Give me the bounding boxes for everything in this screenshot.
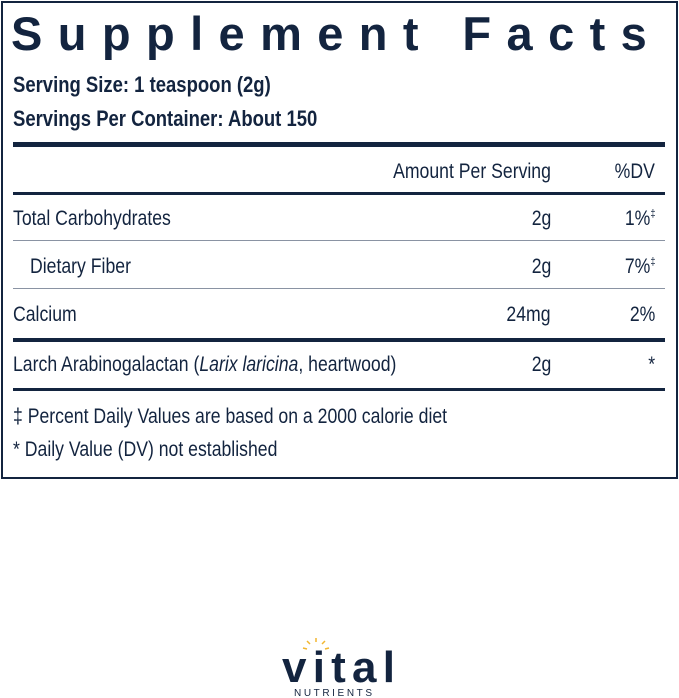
svg-text:vital: vital (282, 643, 394, 692)
nutrient-amount: 24mg (506, 303, 551, 326)
header-dv: %DV (614, 160, 655, 183)
divider (13, 388, 665, 391)
nutrient-dv: 7%‡ (624, 255, 655, 278)
nutrient-name: Calcium (13, 303, 77, 326)
nutrient-dv: * (648, 353, 655, 376)
svg-text:NUTRIENTS: NUTRIENTS (294, 688, 375, 698)
nutrient-amount: 2g (531, 255, 551, 278)
nutrient-name: Total Carbohydrates (13, 207, 171, 230)
footnote-not-established: * Daily Value (DV) not established (13, 438, 278, 461)
ingredient-name: Larch Arabinogalactan (Larix laricina, h… (13, 353, 397, 376)
servings-per-container: Servings Per Container: About 150 (13, 106, 318, 131)
divider-thick (13, 338, 665, 342)
divider-thin (13, 288, 665, 289)
supplement-facts-panel (1, 1, 678, 479)
nutrient-amount: 2g (531, 207, 551, 230)
footnote-dv: ‡ Percent Daily Values are based on a 20… (13, 405, 448, 428)
nutrient-amount: 2g (531, 353, 551, 376)
panel-title: Supplement Facts (11, 7, 663, 60)
nutrient-dv: 1%‡ (624, 207, 655, 230)
nutrient-dv: 2% (629, 303, 655, 326)
divider-thin (13, 240, 665, 241)
sun-icon (302, 638, 330, 650)
header-amount: Amount Per Serving (393, 160, 551, 183)
divider-thick (13, 142, 665, 147)
serving-size: Serving Size: 1 teaspoon (2g) (13, 72, 271, 97)
nutrient-name: Dietary Fiber (30, 255, 131, 278)
divider (13, 192, 665, 195)
vital-nutrients-logo: vital NUTRIENTS (282, 638, 395, 698)
